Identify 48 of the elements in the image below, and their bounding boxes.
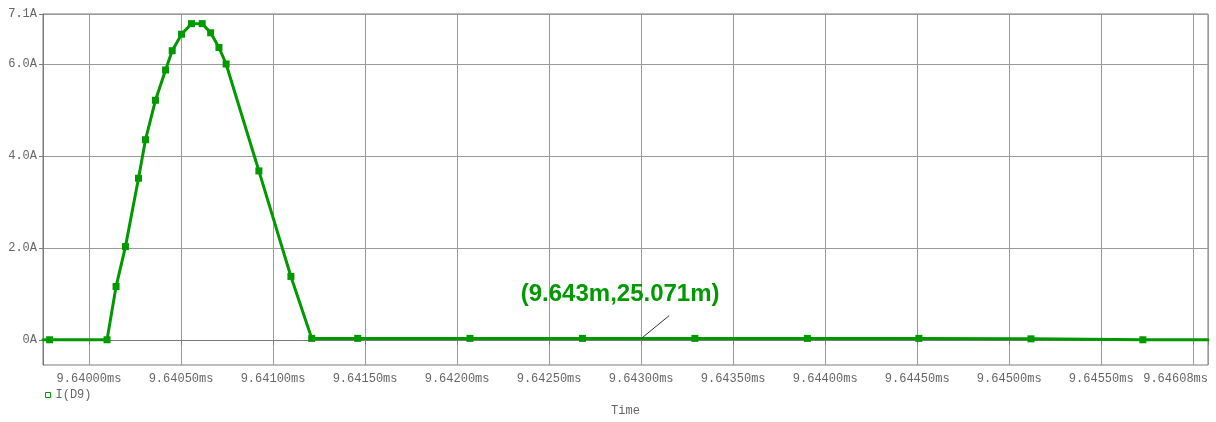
x-tick-label: 9.64250ms	[516, 372, 582, 386]
point	[198, 20, 206, 28]
point	[162, 66, 170, 74]
point	[121, 243, 129, 251]
point	[308, 334, 316, 342]
x-tick-label: 9.64608ms	[1143, 372, 1208, 386]
point	[178, 30, 186, 38]
point	[287, 272, 295, 280]
x-tick-label: 9.64550ms	[1068, 372, 1134, 386]
x-tick-label: 9.64050ms	[148, 372, 214, 386]
point	[188, 20, 196, 28]
point	[222, 60, 230, 68]
point	[151, 96, 159, 104]
y-tick-label: 4.0A	[8, 149, 38, 164]
point	[142, 136, 150, 144]
point	[691, 334, 699, 342]
point	[803, 334, 811, 342]
point	[135, 174, 143, 182]
x-tick-label: 9.64450ms	[884, 372, 950, 386]
x-tick-label: 9.64400ms	[792, 372, 858, 386]
point	[915, 334, 923, 342]
point	[466, 334, 474, 342]
point	[112, 283, 120, 291]
x-tick-label: 9.64300ms	[608, 372, 674, 386]
point	[215, 43, 223, 51]
point	[255, 167, 263, 175]
x-tick-label: 9.64200ms	[424, 372, 490, 386]
y-tick-label: 2.0A	[8, 241, 38, 255]
x-tick-label: 9.64500ms	[976, 372, 1042, 386]
x-tick-label: 9.64000ms	[56, 372, 122, 386]
point	[1139, 336, 1147, 344]
y-tick-label: 7.1A	[8, 7, 38, 21]
legend-label: I(D9)	[55, 388, 92, 402]
x-axis-title: Time	[611, 404, 640, 418]
point	[168, 47, 176, 55]
x-tick-label: 9.64100ms	[240, 372, 306, 386]
annotation: (9.643m,25.071m)	[520, 279, 720, 307]
point	[578, 334, 586, 342]
x-tick-label: 9.64150ms	[332, 372, 398, 386]
point	[103, 336, 111, 344]
line-series	[41, 20, 1210, 344]
y-tick-label: 6.0A	[8, 57, 38, 72]
point	[207, 29, 215, 37]
point	[46, 336, 54, 344]
y-tick-label: 0A	[22, 332, 38, 347]
x-tick-label: 9.64350ms	[700, 372, 766, 386]
point	[354, 334, 362, 342]
point	[1027, 335, 1035, 343]
